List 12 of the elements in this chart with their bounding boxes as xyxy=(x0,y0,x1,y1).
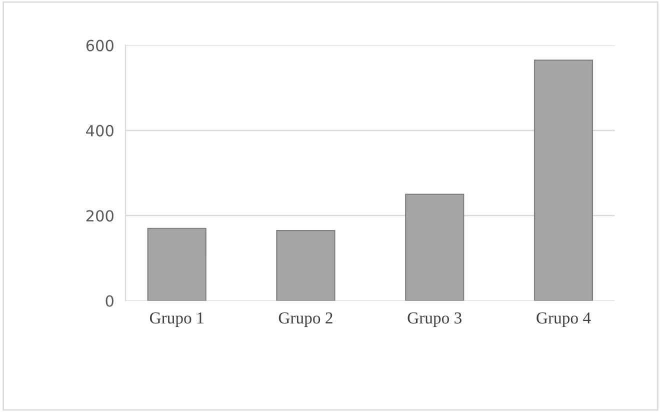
bar xyxy=(147,228,206,301)
x-tick-label: Grupo 1 xyxy=(150,312,204,327)
y-tick-label: 400 xyxy=(86,124,114,136)
bar xyxy=(534,60,594,301)
x-tick-label: Grupo 4 xyxy=(536,312,591,327)
y-tick-label: 600 xyxy=(86,40,114,52)
y-tick-label: 200 xyxy=(86,210,114,222)
y-tick-label: 0 xyxy=(106,295,114,307)
x-tick-label: Grupo 3 xyxy=(408,312,462,327)
bar xyxy=(276,230,336,301)
x-tick-label: Grupo 2 xyxy=(278,312,332,327)
bar xyxy=(405,194,464,301)
